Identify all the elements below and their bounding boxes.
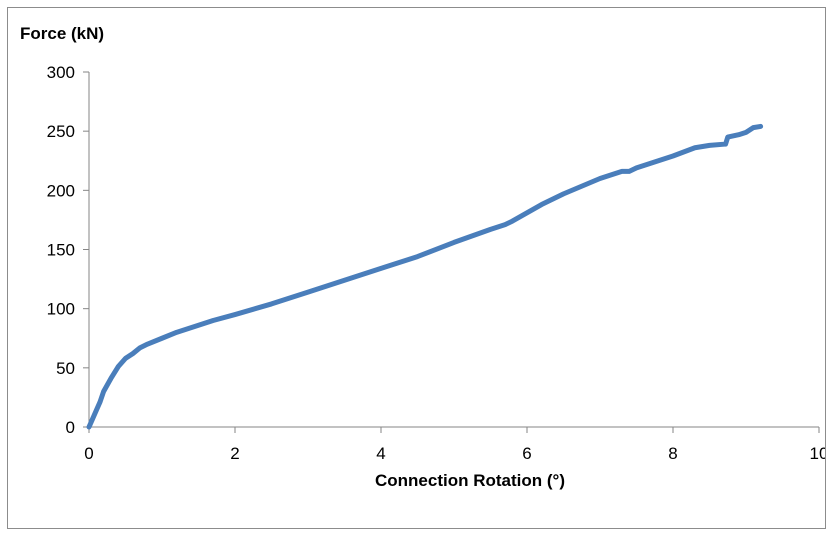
data-point (108, 376, 113, 381)
y-tick-label: 50 (56, 359, 75, 378)
data-point (101, 389, 106, 394)
data-point (758, 124, 763, 129)
data-point (97, 400, 102, 405)
data-point (87, 425, 91, 429)
data-point (130, 351, 135, 356)
y-axis: 0 50 100 150 200 250 300 (47, 63, 90, 437)
data-point (94, 408, 99, 413)
data-point (634, 165, 639, 170)
x-tick-label: 2 (230, 444, 239, 463)
x-tick-label: 6 (522, 444, 531, 463)
data-point (619, 169, 624, 174)
data-point (503, 222, 508, 227)
data-point (138, 345, 143, 350)
x-axis: 0 2 4 6 8 10 (84, 427, 825, 463)
force-rotation-series-line (86, 123, 764, 430)
data-point (692, 145, 697, 150)
data-point (306, 290, 310, 295)
x-tick-label: 8 (668, 444, 677, 463)
data-point (174, 330, 179, 335)
data-point (196, 323, 201, 328)
data-point (488, 227, 493, 232)
x-tick-label: 0 (84, 444, 93, 463)
y-tick-label: 300 (47, 63, 75, 82)
data-point (145, 342, 150, 347)
chart-canvas: Force (kN) 0 50 100 150 200 250 300 0 2 4 6 8 10 Co… (20, 24, 825, 490)
y-tick-label: 100 (47, 300, 75, 319)
data-point (707, 143, 712, 148)
data-point (233, 312, 237, 317)
data-point (627, 169, 632, 174)
data-point (90, 416, 95, 421)
y-tick-label: 250 (47, 122, 75, 141)
data-point (379, 266, 383, 271)
y-tick-label: 150 (47, 241, 75, 260)
data-point (751, 125, 756, 130)
y-tick-label: 200 (47, 181, 75, 200)
x-tick-label: 4 (376, 444, 385, 463)
x-axis-title: Connection Rotation (°) (375, 471, 565, 490)
data-point (723, 142, 728, 147)
data-point (525, 210, 529, 215)
data-point (510, 219, 515, 224)
data-point (415, 254, 420, 259)
data-point (744, 130, 748, 135)
data-point (671, 154, 675, 159)
data-point (725, 135, 730, 140)
y-tick-label: 0 (66, 418, 75, 437)
data-point (736, 132, 741, 137)
y-axis-title: Force (kN) (20, 24, 104, 43)
data-point (123, 356, 128, 361)
data-point (342, 278, 347, 283)
data-point (452, 240, 456, 245)
data-point (116, 364, 121, 369)
data-point (269, 301, 274, 306)
data-point (561, 191, 566, 196)
data-point (598, 176, 602, 181)
plot-series-layer (86, 123, 764, 430)
x-tick-label: 10 (810, 444, 825, 463)
data-point (211, 318, 216, 323)
data-point (539, 202, 544, 207)
data-point (160, 336, 164, 341)
chart-area: Force (kN) 0 50 100 150 200 250 300 0 2 4 6 8 10 Co… (7, 7, 826, 529)
